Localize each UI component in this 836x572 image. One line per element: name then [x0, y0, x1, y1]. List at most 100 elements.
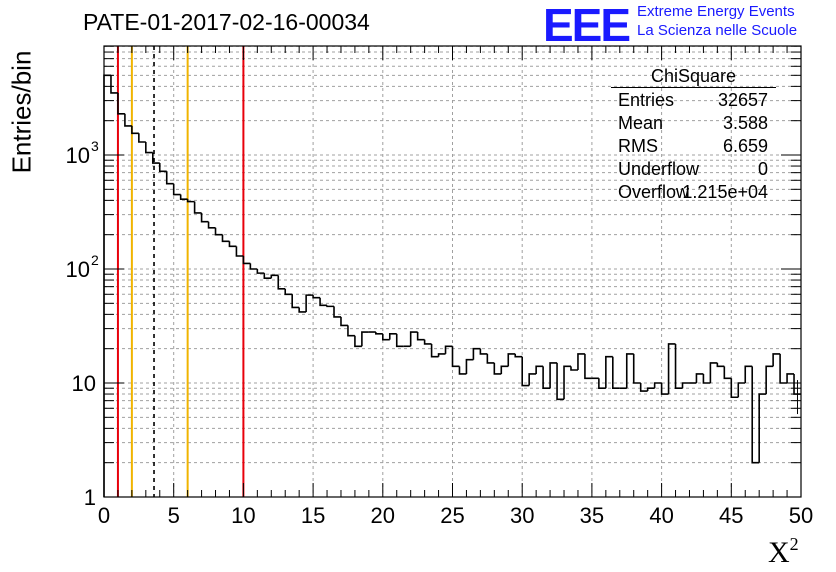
histogram-bin [758, 393, 767, 463]
histogram-bin [333, 306, 341, 318]
histogram-bin [277, 275, 286, 290]
histogram-bin [165, 171, 174, 185]
y-tick-label: 1 [84, 485, 96, 510]
histogram-bin [451, 346, 460, 368]
histogram-bin [319, 297, 328, 307]
x-tick-label: 5 [168, 503, 180, 528]
histogram-bin [702, 373, 711, 384]
histogram-bin [117, 92, 125, 115]
histogram-bin [347, 325, 355, 337]
histogram-bin [632, 353, 641, 384]
y-tick-label: 10 [66, 257, 90, 282]
stats-key: Entries [618, 90, 675, 110]
histogram-bin [772, 353, 781, 367]
stats-row: RMS 6.659 [611, 136, 776, 159]
stats-box: ChiSquare Entries 32657 Mean 3.588 RMS 6.65… [611, 66, 776, 205]
histogram-bin [486, 353, 495, 364]
histogram-bin [598, 378, 606, 390]
histogram-bin [361, 331, 369, 347]
histogram-bin [172, 183, 181, 196]
histogram-bin [228, 241, 237, 248]
histogram-bin [235, 246, 244, 257]
x-tick-labels: 0 5 10 15 20 25 30 35 40 45 50 [98, 503, 813, 528]
histogram-bin [653, 382, 662, 389]
histogram-bin [444, 345, 453, 354]
histogram-bin [646, 387, 655, 392]
histogram-bin [625, 353, 634, 389]
histogram-bin [584, 353, 592, 380]
histogram-bin [200, 212, 209, 223]
stats-row: Overflow 1.215e+04 [611, 182, 776, 205]
histogram-bin [660, 383, 669, 395]
x-tick-label: 40 [649, 503, 673, 528]
histogram-bin [458, 366, 467, 375]
histogram-bin [131, 125, 139, 135]
histogram-bin [479, 348, 488, 355]
x-tick-label: 25 [440, 503, 464, 528]
histogram-bin [395, 333, 404, 348]
histogram-bin [416, 332, 425, 341]
histogram-bin [249, 263, 258, 270]
stats-row: Entries 32657 [611, 90, 776, 113]
histogram-bin [284, 288, 293, 296]
histogram-bin [388, 333, 397, 340]
stats-title: ChiSquare [611, 66, 776, 88]
histogram-bin [179, 194, 188, 200]
logo-line-1: Extreme Energy Events [637, 3, 795, 20]
histogram-bin [186, 199, 195, 203]
stats-row: Mean 3.588 [611, 113, 776, 136]
histogram-bin [570, 366, 578, 371]
histogram-bin [507, 353, 516, 367]
histogram-bin [326, 305, 335, 308]
stats-value: 1.215e+04 [682, 182, 768, 202]
histogram-bin [423, 339, 432, 345]
stats-key: Overflow [618, 182, 690, 202]
histogram-bin [521, 356, 530, 387]
stats-value: 6.659 [722, 136, 768, 156]
histogram-bin [716, 362, 725, 368]
y-tick-label: 10 [66, 143, 90, 168]
histogram-bin [765, 365, 774, 395]
histogram-bin [500, 365, 509, 374]
histogram-bin [375, 332, 383, 335]
stats-value: 0 [757, 159, 768, 179]
y-axis-label: Entries/bin [6, 50, 37, 174]
y-tick-label-exponent: 2 [91, 252, 99, 268]
histogram-bin [542, 366, 551, 390]
histogram-bin [535, 365, 544, 374]
stats-key: RMS [618, 136, 658, 156]
histogram-bin [305, 294, 314, 312]
histogram-bin [382, 333, 390, 341]
logo-caption: Extreme Energy Events La Scienza nelle S… [637, 2, 797, 40]
histogram-bin [354, 335, 362, 348]
histogram-bin [298, 307, 307, 313]
histogram-bin [577, 353, 585, 371]
x-axis-label-exp: 2 [789, 534, 799, 554]
histogram-bin [709, 362, 718, 383]
histogram-bin [340, 316, 348, 327]
histogram-bin [145, 142, 153, 154]
histogram-bin [263, 273, 272, 280]
histogram-bin [514, 353, 523, 358]
histogram-bin [612, 356, 620, 390]
x-tick-label: 50 [789, 503, 813, 528]
histogram-bin [256, 269, 265, 274]
histogram-bin [312, 295, 321, 299]
histogram-bin [674, 343, 683, 390]
x-tick-label: 30 [510, 503, 534, 528]
x-tick-label: 0 [98, 503, 110, 528]
histogram-bin [158, 163, 167, 173]
histogram-bin [605, 355, 613, 389]
histogram-bin [639, 383, 648, 392]
histogram-bin [723, 366, 732, 380]
histogram-bin [744, 365, 753, 383]
histogram-bin [430, 343, 439, 358]
x-axis-label-base: X [768, 536, 790, 569]
eee-logo: EEE [543, 0, 631, 51]
axis-ticks [103, 45, 802, 498]
histogram-bin [214, 227, 223, 236]
stats-row: Underflow 0 [611, 159, 776, 182]
x-tick-label: 10 [231, 503, 255, 528]
histogram-bin [207, 221, 216, 229]
